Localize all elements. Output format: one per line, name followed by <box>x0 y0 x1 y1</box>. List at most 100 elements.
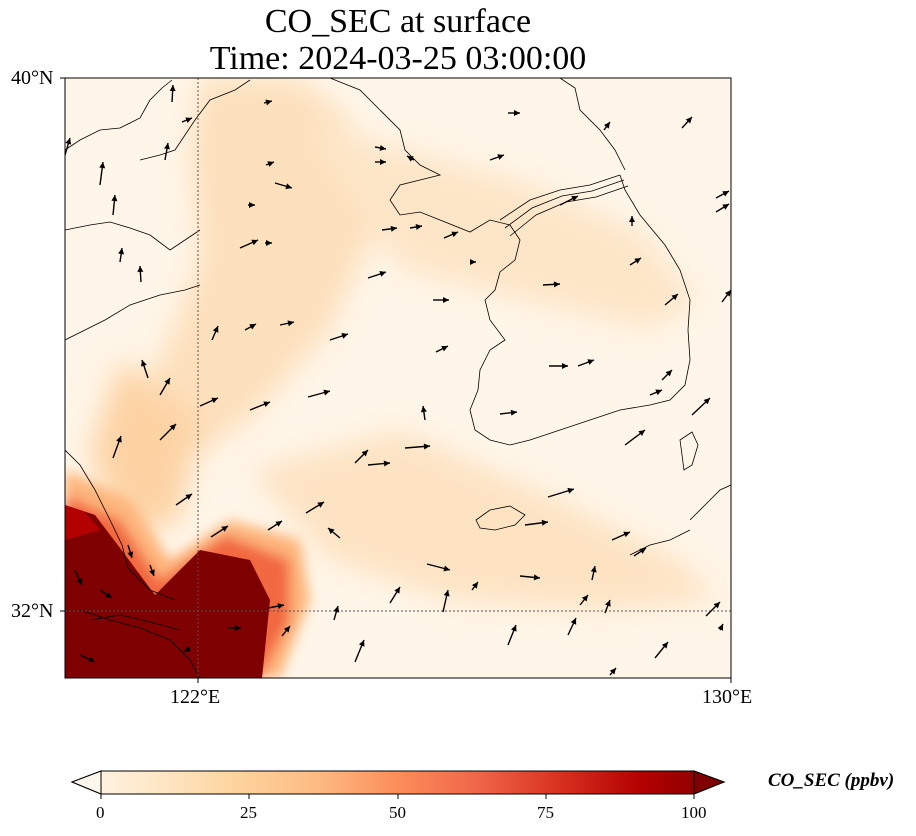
wind-vector-head <box>655 389 662 396</box>
wind-vector-head <box>184 646 191 652</box>
wind-vector-head <box>665 370 672 377</box>
wind-vector-head <box>629 216 635 222</box>
wind-vector-head <box>169 85 176 92</box>
colorbar-extend-max <box>693 770 726 795</box>
wind-vector-head <box>510 409 517 416</box>
wind-vector-head <box>287 320 294 327</box>
wind-vector-head <box>127 551 134 558</box>
map-title-line-2: Time: 2024-03-25 03:00:00 <box>209 40 587 77</box>
wind-vector-head <box>725 290 731 297</box>
wind-vector-head <box>380 159 386 165</box>
wind-vector-head <box>99 162 106 169</box>
colorbar-bar <box>70 770 726 795</box>
high-concentration-region <box>65 505 270 678</box>
map-title-line-1: CO_SEC at surface <box>264 3 532 40</box>
axis-ticks <box>60 77 732 683</box>
wind-vector-head <box>65 138 72 145</box>
wind-vector-head <box>562 363 568 369</box>
wind-vector-head <box>634 258 641 264</box>
wind-vector-head <box>164 143 170 150</box>
wind-vector-head <box>211 397 218 404</box>
wind-vector-head <box>341 333 348 339</box>
concentration-field <box>65 78 731 678</box>
wind-vector-head <box>451 231 458 238</box>
wind-vector-head <box>605 600 611 607</box>
wind-vector-head <box>571 196 578 202</box>
wind-vector-head <box>333 606 340 613</box>
wind-vector-head <box>328 528 335 535</box>
wind-vector-head <box>497 154 504 160</box>
wind-vector-head <box>590 566 597 573</box>
wind-vector-head <box>623 531 630 538</box>
wind-vector-head <box>443 565 450 572</box>
wind-vector-head <box>283 626 290 633</box>
coastlines <box>65 78 731 678</box>
wind-vector-head <box>443 297 449 303</box>
wind-vector-head <box>671 294 678 301</box>
lat-label-32n: 32°N <box>11 600 54 622</box>
colorbar-tick-0: 0 <box>96 803 105 822</box>
wind-vector-head <box>212 326 219 333</box>
wind-vector-head <box>249 202 255 208</box>
wind-vector-head <box>685 117 692 124</box>
wind-vector-head <box>533 574 540 581</box>
wind-vector-head <box>604 122 610 129</box>
wind-vector-head <box>703 398 710 405</box>
wind-vector-head <box>323 389 330 396</box>
wind-vector-head <box>638 430 645 436</box>
wind-vector-head <box>570 618 577 625</box>
wind-vector-head <box>639 548 646 554</box>
map-frame <box>64 77 732 679</box>
wind-vector-head <box>470 259 476 265</box>
wind-vector-head <box>221 526 228 532</box>
wind-vector-head <box>390 225 397 232</box>
lon-label-122e: 122°E <box>170 686 221 708</box>
colorbar-tick-50: 50 <box>389 803 406 822</box>
wind-vector-head <box>88 656 95 663</box>
wind-vector-head <box>277 603 284 610</box>
wind-vector-head <box>265 99 272 106</box>
wind-vector-head <box>541 519 548 526</box>
wind-vector-head <box>514 110 520 116</box>
wind-vector-head <box>567 487 574 494</box>
wind-vector-head <box>472 582 478 589</box>
wind-vector-head <box>137 266 144 273</box>
colorbar-tick-75: 75 <box>537 803 554 822</box>
wind-vector-head <box>722 204 729 210</box>
wind-vector-head <box>441 346 448 352</box>
colorbar-label: CO_SEC (ppbv) <box>768 770 895 791</box>
wind-vector-head <box>415 224 422 230</box>
wind-vector-head <box>423 443 430 450</box>
wind-vector-head <box>581 595 588 602</box>
wind-vector-head <box>420 406 427 413</box>
wind-vector-head <box>285 183 292 190</box>
wind-vector-head <box>722 191 729 197</box>
colorbar-tick-25: 25 <box>240 803 257 822</box>
wind-vector-head <box>267 161 274 167</box>
wind-vector-head <box>379 271 386 277</box>
colorbar-extend-min <box>70 770 102 795</box>
wind-vector-head <box>317 502 324 508</box>
wind-vectors <box>65 84 731 676</box>
wind-vector-head <box>275 521 282 527</box>
wind-vector-head <box>383 460 390 467</box>
wind-vector-head <box>105 592 112 598</box>
gridlines <box>65 78 731 678</box>
wind-vector-head <box>249 324 256 330</box>
wind-vector-head <box>717 624 723 631</box>
wind-vector-head <box>587 359 594 365</box>
wind-vector-head <box>266 240 272 246</box>
wind-vector-head <box>116 436 122 443</box>
wind-vector-head <box>510 625 517 632</box>
wind-vector-head <box>358 640 365 647</box>
wind-vector-head <box>251 239 258 246</box>
wind-vector-head <box>118 248 125 255</box>
wind-vector-head <box>713 602 720 609</box>
wind-vector-head <box>164 378 170 385</box>
wind-vector-head <box>185 494 192 500</box>
wind-vector-head <box>661 642 668 649</box>
wind-vector-head <box>443 590 450 597</box>
wind-vector-head <box>169 424 176 431</box>
wind-vector-head <box>185 117 192 124</box>
